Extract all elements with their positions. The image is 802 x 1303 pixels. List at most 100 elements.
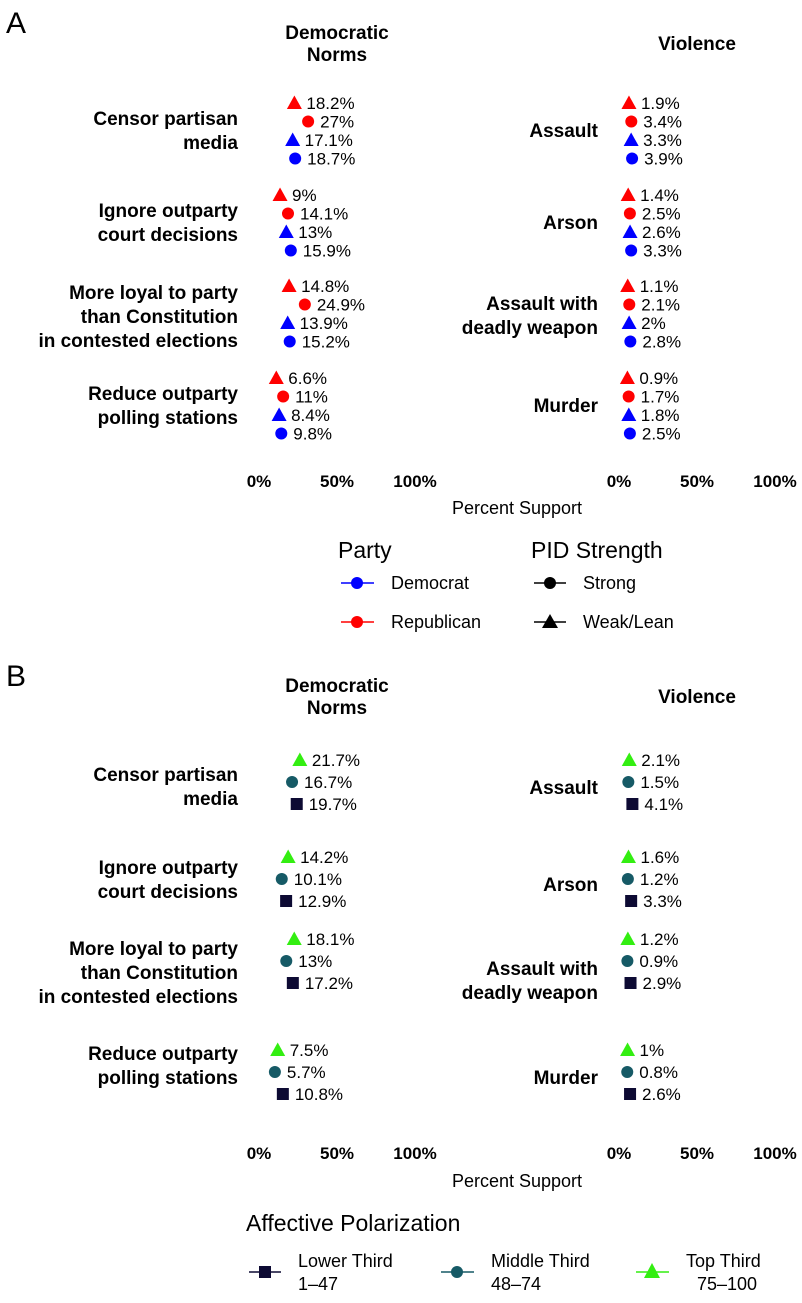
panel-a-norms-value-label-r2-s1: 9%	[292, 186, 317, 205]
legend-democrat-label: Democrat	[391, 573, 469, 593]
panel-b-violence-value-label-r4-s2: 0.8%	[639, 1063, 678, 1082]
legend-republican-circle	[351, 616, 363, 628]
panel-b-norms-point-r3-s1	[286, 931, 302, 945]
panel-a-norms-point-r1-s2	[302, 115, 315, 128]
panel-b-norms-value-label-r3-s2: 13%	[298, 952, 332, 971]
panel-b-violence-row4: Murder	[534, 1068, 599, 1089]
panel-b-norms-value-label-r3-s3: 17.2%	[305, 974, 353, 993]
panel-a-norms-value-label-r1-s2: 27%	[320, 113, 354, 132]
panel-a-violence-tick-50: 50%	[680, 472, 714, 491]
panel-b-violence-value-label-r3-s3: 2.9%	[643, 974, 682, 993]
panel-b-norms-point-r3-s3	[286, 977, 299, 989]
legend-party-title: Party	[338, 537, 392, 563]
panel-a-violence-value-label-r2-s2: 2.5%	[642, 205, 681, 224]
panel-b-norms-point-r1-s2	[286, 776, 299, 788]
panel-a-violence-point-r1-s2	[625, 115, 638, 128]
panel-a-facet-title-norms-line1: Democratic	[285, 23, 389, 44]
panel-a-norms-point-r3-s1	[281, 278, 297, 292]
panel-b-norms-value-label-r2-s2: 10.1%	[294, 870, 342, 889]
panel-b-violence-row3-line2: deadly weapon	[462, 983, 598, 1004]
panel-b-norms-value-label-r1-s2: 16.7%	[304, 773, 352, 792]
panel-a-norms-value-label-r4-s2: 11%	[295, 388, 328, 407]
panel-b-violence-point-r1-s1	[621, 752, 637, 766]
panel-a-norms-row1-line2: media	[183, 133, 238, 154]
panel-b-norms-point-r4-s2	[268, 1066, 281, 1078]
legend-middle-label: Middle Third	[491, 1251, 590, 1271]
panel-a-norms-tick-50: 50%	[320, 472, 354, 491]
legend-weak-label: Weak/Lean	[583, 612, 674, 632]
legend-top-triangle	[644, 1263, 660, 1278]
panel-a-norms-row3-line1: More loyal to party	[69, 283, 238, 304]
panel-a-norms-row4-line2: polling stations	[98, 408, 238, 429]
panel-a-norms-point-r3-s4	[283, 335, 296, 348]
panel-b-violence-tick-100: 100%	[753, 1144, 796, 1163]
legend-middle-range: 48–74	[491, 1274, 541, 1294]
panel-a-x-axis: 0% 50% 100% 0% 50% 100% Percent Support	[247, 472, 797, 518]
legend-strong-circle	[544, 577, 556, 589]
panel-a-x-axis-title: Percent Support	[452, 498, 582, 518]
panel-a-violence-value-label-r4-s1: 0.9%	[639, 369, 678, 388]
panel-a-violence-tick-100: 100%	[753, 472, 796, 491]
panel-b-norms-value-label-r4-s2: 5.7%	[287, 1063, 326, 1082]
panel-b-violence-point-r3-s1	[620, 931, 636, 945]
panel-a-violence-value-label-r3-s1: 1.1%	[640, 277, 679, 296]
panel-a-norms-value-label-r4-s1: 6.6%	[288, 369, 327, 388]
panel-b-violence-value-label-r3-s2: 0.9%	[639, 952, 678, 971]
panel-a-violence-value-label-r3-s2: 2.1%	[641, 296, 680, 315]
panel-b-norms-point-r1-s3	[290, 798, 303, 810]
panel-b-norms-row3-line2: than Constitution	[81, 963, 238, 984]
panel-a-norms-value-label-r1-s1: 18.2%	[306, 94, 354, 113]
panel-b-x-axis-title: Percent Support	[452, 1171, 582, 1191]
panel-a-violence-point-r4-s2	[622, 390, 635, 403]
panel-a-norms-row2-line1: Ignore outparty	[99, 201, 239, 222]
panel-a-row-labels-norms: Censor partisan media Ignore outparty co…	[38, 109, 238, 429]
panel-a-norms-value-label-r2-s4: 15.9%	[303, 242, 351, 261]
panel-b-legend: Affective Polarization Lower Third 1–47 …	[246, 1210, 761, 1294]
panel-a-norms-value-label-r2-s3: 13%	[298, 223, 332, 242]
legend-republican-label: Republican	[391, 612, 481, 632]
panel-a-violence-point-r3-s1	[620, 278, 636, 292]
panel-a-violence-point-r1-s4	[626, 152, 639, 165]
legend-top-label: Top Third	[686, 1251, 761, 1271]
legend-pid-title: PID Strength	[531, 537, 663, 563]
legend-middle-circle	[451, 1266, 463, 1278]
panel-a-norms-point-r2-s3	[278, 224, 294, 238]
panel-a-violence-tick-0: 0%	[607, 472, 632, 491]
panel-a-norms-value-label-r4-s4: 9.8%	[293, 425, 332, 444]
panel-b-violence-value-label-r2-s3: 3.3%	[643, 892, 682, 911]
panel-b-violence-value-label-r2-s1: 1.6%	[640, 848, 679, 867]
panel-a-violence-row3-line2: deadly weapon	[462, 318, 598, 339]
panel-b-norms-row4-line1: Reduce outparty	[88, 1044, 238, 1065]
panel-a-legend: Party Democrat Republican PID Strength S…	[338, 537, 674, 632]
panel-b-norms-tick-50: 50%	[320, 1144, 354, 1163]
panel-a-norms-row4-line1: Reduce outparty	[88, 384, 238, 405]
legend-democrat-circle	[351, 577, 363, 589]
legend-lower-label: Lower Third	[298, 1251, 393, 1271]
panel-a-violence-row1: Assault	[529, 121, 598, 142]
panel-a-norms-point-r4-s1	[268, 370, 284, 384]
panel-b-norms-value-label-r1-s3: 19.7%	[309, 795, 357, 814]
panel-b-violence-value-label-r1-s2: 1.5%	[640, 773, 679, 792]
panel-b-violence-point-r3-s2	[621, 955, 634, 967]
panel-b-norms-point-r4-s1	[270, 1042, 286, 1056]
panel-a-norms-point-r1-s4	[289, 152, 302, 165]
panel-a-norms-point-r2-s4	[284, 244, 297, 257]
panel-a-violence-point-r2-s2	[623, 207, 636, 220]
panel-b-violence-point-r3-s3	[624, 977, 637, 989]
panel-b-norms-value-label-r2-s1: 14.2%	[300, 848, 348, 867]
panel-b-norms-row1-line2: media	[183, 789, 238, 810]
panel-a-violence-point-r2-s4	[625, 244, 638, 257]
panel-b-violence-tick-0: 0%	[607, 1144, 632, 1163]
panel-b-facet-title-violence: Violence	[658, 687, 736, 708]
panel-b-violence-point-r2-s3	[625, 895, 638, 907]
panel-a-violence-value-label-r2-s4: 3.3%	[643, 242, 682, 261]
panel-b-norms-row1-line1: Censor partisan	[93, 765, 238, 786]
panel-b-norms-row3-line3: in contested elections	[38, 987, 238, 1008]
panel-a-marks: 18.2% 9% 14.8% 6.6% 27% 14.1% 24.9% 11% 17.1% 13%…	[268, 94, 683, 444]
legend-top-range: 75–100	[697, 1274, 757, 1294]
panel-a-norms-value-label-r4-s3: 8.4%	[291, 406, 330, 425]
panel-a-violence-value-label-r2-s3: 2.6%	[642, 223, 681, 242]
panel-a-norms-point-r2-s1	[272, 187, 288, 201]
panel-b-violence-point-r4-s3	[624, 1088, 637, 1100]
